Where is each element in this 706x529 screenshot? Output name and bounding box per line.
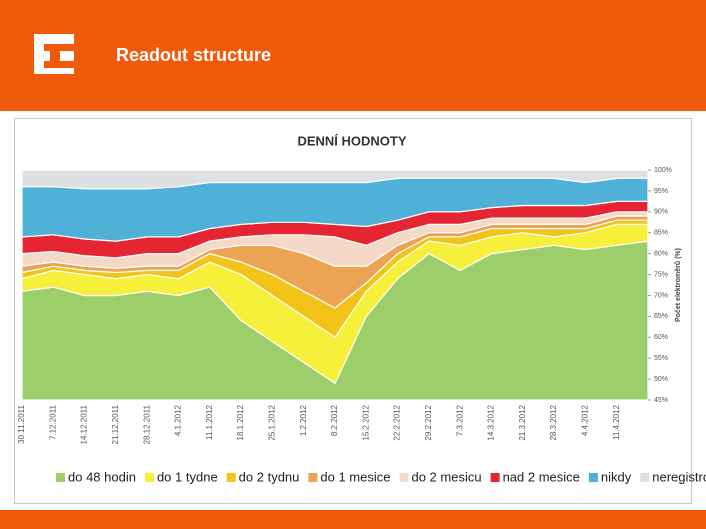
x-tick-label: 7.3.2012 <box>455 404 464 436</box>
legend-label: do 48 hodin <box>68 469 136 484</box>
y-tick-label: 45% <box>654 397 668 404</box>
x-tick-label: 15.2.2012 <box>361 404 370 440</box>
logo <box>34 34 74 74</box>
header-bar <box>0 0 706 111</box>
legend-swatch <box>588 473 598 482</box>
chart-title: DENNÍ HODNOTY <box>297 133 406 148</box>
legend-label: nikdy <box>601 469 632 484</box>
y-tick-label: 85% <box>654 230 668 237</box>
area <box>21 169 649 190</box>
y-tick-label: 100% <box>654 167 672 174</box>
legend-swatch <box>308 473 318 482</box>
x-tick-label: 18.1.2012 <box>236 404 245 440</box>
y-tick-label: 80% <box>654 250 668 257</box>
y-tick-label: 55% <box>654 355 668 362</box>
x-tick-label: 14.12.2011 <box>80 404 89 444</box>
x-tick-label: 21.3.2012 <box>518 404 527 440</box>
legend-swatch <box>640 473 650 482</box>
legend-label: do 1 tydne <box>157 469 218 484</box>
x-tick-label: 29.2.2012 <box>424 404 433 440</box>
y-tick-label: 75% <box>654 271 668 278</box>
x-tick-label: 21.12.2011 <box>111 404 120 444</box>
x-tick-label: 14.3.2012 <box>487 404 496 440</box>
legend-label: do 1 mesice <box>320 469 390 484</box>
x-tick-label: 4.4.2012 <box>581 404 590 436</box>
x-tick-label: 4.1.2012 <box>174 404 183 436</box>
x-tick-label: 30.11.2011 <box>17 404 26 443</box>
y-tick-label: 65% <box>654 313 668 320</box>
x-tick-label: 25.1.2012 <box>268 404 277 440</box>
x-tick-label: 11.1.2012 <box>205 404 214 440</box>
x-tick-label: 7.12.2011 <box>48 404 57 440</box>
y-tick-label: 50% <box>654 376 668 383</box>
x-tick-label: 1.2.2012 <box>299 404 308 436</box>
x-tick-label: 22.2.2012 <box>393 404 402 440</box>
x-tick-label: 28.3.2012 <box>549 404 558 440</box>
legend-swatch <box>490 473 500 482</box>
footer-bar <box>0 510 706 529</box>
legend-label: neregistrovane <box>652 469 706 484</box>
legend-label: do 2 tydnu <box>239 469 300 484</box>
legend-label: do 2 mesicu <box>411 469 481 484</box>
legend-swatch <box>144 473 154 482</box>
legend-swatch <box>226 473 236 482</box>
legend-swatch <box>56 473 65 482</box>
y-tick-label: 60% <box>654 334 668 341</box>
slide-title: Readout structure <box>116 45 271 65</box>
y-tick-label: 95% <box>654 188 668 195</box>
x-tick-label: 28.12.2011 <box>142 404 151 444</box>
x-tick-label: 8.2.2012 <box>330 404 339 436</box>
y-axis-label: Počet elektroměrů (%) <box>674 248 682 322</box>
x-tick-label: 11.4.2012 <box>612 404 621 440</box>
legend-swatch <box>399 473 409 482</box>
y-tick-label: 90% <box>654 209 668 216</box>
legend-label: nad 2 mesice <box>503 469 580 484</box>
y-tick-label: 70% <box>654 292 668 299</box>
